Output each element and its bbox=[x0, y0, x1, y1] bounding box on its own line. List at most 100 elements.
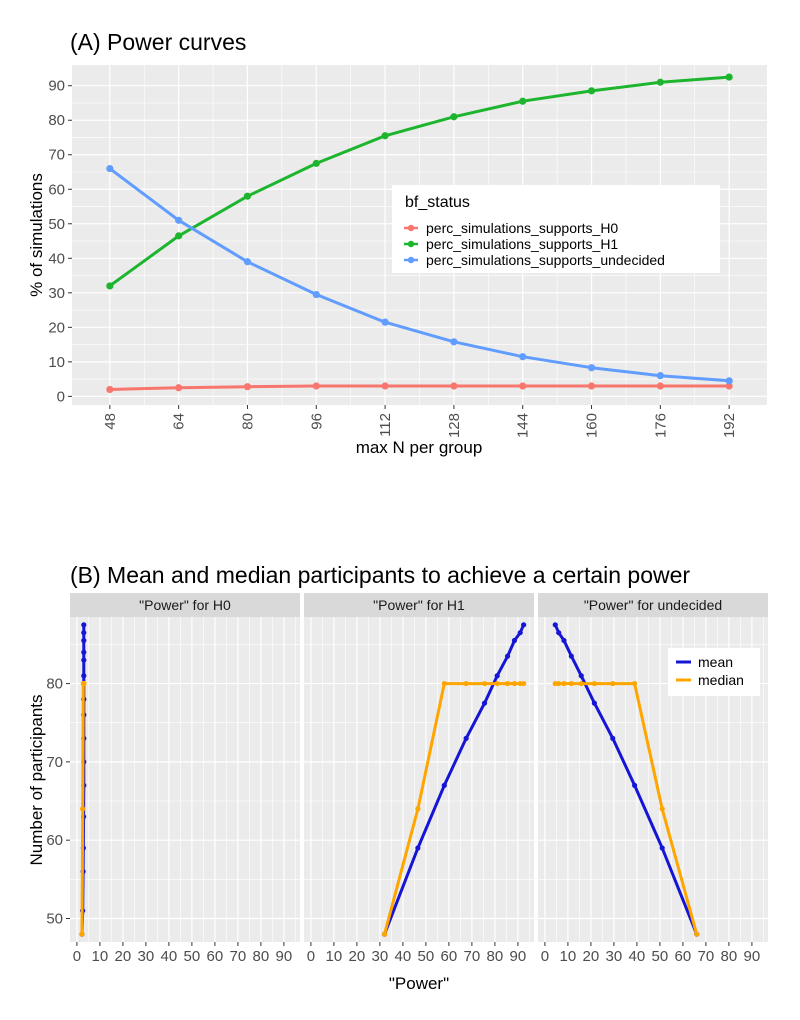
point-perc-simulations-supports-h0 bbox=[587, 382, 596, 390]
legend-key-undecided-point bbox=[407, 256, 415, 264]
x-tick-label: 30 bbox=[372, 948, 389, 965]
y-tick-label: 10 bbox=[48, 354, 65, 371]
x-tick-label: 144 bbox=[515, 413, 532, 438]
y-tick-label: 40 bbox=[48, 250, 65, 267]
chart-b-ticks: 50 60 70 80 0 10 20 30 40 50 60 70 80 90 0 10 20 30 40 50 60… bbox=[46, 676, 760, 965]
point-perc-simulations-supports-h1 bbox=[381, 132, 389, 140]
median-point bbox=[561, 680, 567, 687]
x-tick-label: 70 bbox=[464, 948, 481, 965]
mean-point bbox=[552, 622, 558, 628]
median-line bbox=[383, 682, 524, 935]
chart-a-y-axis-title: % of simulations bbox=[27, 173, 46, 297]
legend-label-h1: perc_simulations_supports_H1 bbox=[426, 236, 618, 252]
chart-b-facets: "Power" for H0 "Power" for H1 "Power" fo… bbox=[70, 593, 768, 942]
y-tick-label: 70 bbox=[46, 754, 63, 771]
median-point bbox=[481, 680, 488, 687]
mean-point bbox=[81, 622, 87, 628]
y-tick-label: 90 bbox=[48, 78, 65, 95]
point-perc-simulations-supports-undecided bbox=[175, 216, 183, 224]
facet-undecided: "Power" for undecided bbox=[538, 593, 768, 942]
chart-a-x-axis-title: max N per group bbox=[356, 438, 483, 457]
point-perc-simulations-supports-undecided bbox=[312, 290, 320, 299]
x-tick-label: 80 bbox=[253, 948, 270, 965]
mean-point bbox=[81, 673, 87, 679]
x-tick-label: 10 bbox=[560, 948, 577, 965]
mean-point bbox=[632, 782, 638, 788]
x-tick-label: 176 bbox=[652, 413, 669, 438]
chart-b-legend: mean median bbox=[668, 648, 760, 696]
mean-point bbox=[591, 700, 597, 706]
point-perc-simulations-supports-h0 bbox=[106, 385, 114, 394]
x-tick-label: 48 bbox=[102, 413, 119, 430]
legend-key-h0 bbox=[404, 224, 418, 232]
x-tick-label: 0 bbox=[541, 948, 549, 965]
point-perc-simulations-supports-h0 bbox=[519, 382, 527, 390]
y-tick-label: 50 bbox=[48, 216, 65, 233]
point-perc-simulations-supports-h0 bbox=[243, 383, 252, 391]
x-tick-label: 50 bbox=[184, 948, 201, 965]
x-tick-label: 0 bbox=[73, 948, 81, 965]
x-tick-label: 0 bbox=[307, 948, 315, 965]
median-line bbox=[555, 682, 699, 935]
x-tick-label: 50 bbox=[652, 948, 669, 965]
mean-point bbox=[81, 649, 87, 655]
legend-label-median: median bbox=[698, 672, 744, 688]
facet-h1-label: "Power" for H1 bbox=[373, 597, 465, 613]
point-perc-simulations-supports-h1 bbox=[656, 78, 664, 86]
x-tick-label: 60 bbox=[675, 948, 692, 965]
legend-label-undecided: perc_simulations_supports_undecided bbox=[426, 252, 665, 268]
point-perc-simulations-supports-h0 bbox=[656, 382, 664, 390]
facet-h1: "Power" for H1 bbox=[304, 593, 534, 942]
median-point bbox=[552, 680, 558, 687]
chart-b-participants: (B) Mean and median participants to achi… bbox=[27, 562, 768, 993]
median-point bbox=[511, 680, 518, 687]
y-tick-label: 60 bbox=[48, 181, 65, 198]
mean-point bbox=[659, 845, 665, 851]
x-tick-label: 10 bbox=[92, 948, 109, 965]
point-perc-simulations-supports-h1 bbox=[519, 97, 527, 105]
mean-point bbox=[494, 673, 500, 679]
facet-h0-label: "Power" for H0 bbox=[139, 597, 231, 613]
median-point bbox=[441, 680, 447, 687]
chart-a-title: (A) Power curves bbox=[70, 29, 246, 55]
legend-label-mean: mean bbox=[698, 654, 733, 670]
y-tick-label: 20 bbox=[48, 319, 65, 336]
point-perc-simulations-supports-h1 bbox=[243, 192, 252, 200]
facet-h1-plot bbox=[304, 617, 534, 942]
mean-point bbox=[521, 622, 527, 628]
x-tick-label: 20 bbox=[115, 948, 132, 965]
chart-a-power-curves: (A) Power curves 0 10 20 30 40 50 60 70 80 90 48 64… bbox=[27, 29, 767, 457]
x-tick-label: 60 bbox=[441, 948, 458, 965]
legend-key-h0-point bbox=[407, 224, 415, 232]
x-tick-label: 50 bbox=[418, 948, 435, 965]
y-tick-label: 60 bbox=[46, 832, 63, 849]
mean-line bbox=[383, 624, 525, 935]
median-point bbox=[610, 680, 616, 687]
point-perc-simulations-supports-h1 bbox=[175, 232, 183, 240]
facet-h1-strip bbox=[304, 593, 534, 617]
x-tick-label: 112 bbox=[377, 413, 394, 437]
median-point bbox=[494, 680, 500, 687]
facet-h0-plot bbox=[70, 617, 300, 942]
series-line-perc-simulations-supports-undecided bbox=[108, 167, 730, 383]
x-tick-label: 20 bbox=[583, 948, 600, 965]
x-tick-label: 10 bbox=[326, 948, 343, 965]
legend-key-undecided bbox=[404, 256, 418, 264]
x-tick-label: 64 bbox=[171, 413, 188, 430]
x-tick-label: 80 bbox=[239, 413, 256, 430]
point-perc-simulations-supports-undecided bbox=[381, 318, 389, 326]
x-tick-label: 160 bbox=[584, 413, 601, 438]
median-point bbox=[659, 806, 665, 812]
median-point bbox=[381, 931, 388, 937]
mean-point bbox=[415, 845, 421, 851]
median-point bbox=[415, 806, 421, 812]
mean-point bbox=[556, 630, 562, 636]
x-tick-label: 80 bbox=[487, 948, 504, 965]
facet-undecided-label: "Power" for undecided bbox=[584, 597, 722, 613]
median-point bbox=[694, 931, 700, 937]
point-perc-simulations-supports-h0 bbox=[381, 382, 389, 390]
chart-b-legend-box bbox=[668, 648, 760, 696]
median-point bbox=[568, 680, 574, 687]
x-tick-label: 96 bbox=[308, 413, 325, 430]
x-tick-label: 128 bbox=[446, 413, 463, 438]
